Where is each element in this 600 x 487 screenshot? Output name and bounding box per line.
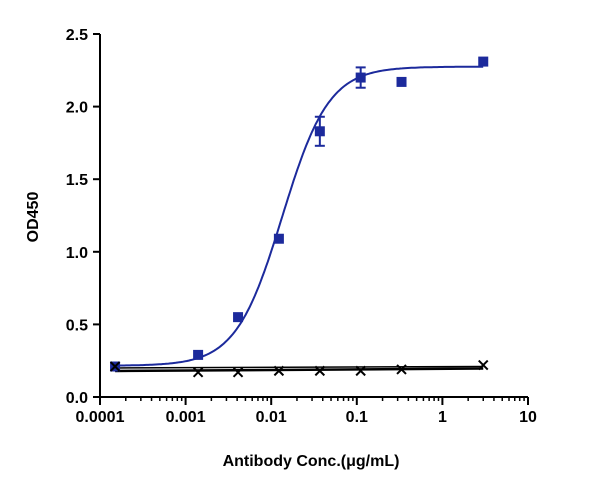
x-tick-label: 0.0001 [76,409,125,426]
cross-marker [314,365,326,377]
y-tick-label: 2.5 [66,27,88,44]
fit-curves [115,65,484,373]
x-axis-title: Antibody Conc.(μg/mL) [223,453,400,470]
cross-marker [109,361,121,372]
square-marker [396,76,407,87]
series-2-secondary-line [115,365,484,369]
x-tick-label: 1 [438,409,447,426]
y-tick-label: 0.0 [66,390,88,407]
cross-marker [273,365,285,377]
y-axis-title: OD450 [25,192,42,243]
x-tick-label: 0.001 [166,409,206,426]
cross-marker [232,367,244,378]
square-marker [355,72,366,83]
square-marker [193,349,204,360]
x-tick-label: 10 [519,409,537,426]
y-tick-label: 0.5 [66,317,88,334]
square-marker [314,126,325,137]
series-1-fit-curve [115,65,484,367]
cross-marker [396,364,407,375]
x-tick-label: 0.1 [346,409,368,426]
cross-marker [355,365,366,377]
axes: 0.0 0.5 1.0 1.5 2.0 2.5 0.0001 0.001 0.01 0.1 1 10 [66,27,537,426]
x-tick-label: 0.01 [256,409,287,426]
cross-marker [478,359,489,371]
cross-marker [192,367,204,378]
series-2-fit-line [115,367,484,373]
square-marker [273,233,284,244]
square-marker [478,56,489,67]
data-markers [109,56,489,378]
y-tick-label: 1.5 [66,172,88,189]
y-tick-label: 1.0 [66,245,88,262]
square-marker [233,312,244,323]
y-tick-label: 2.0 [66,100,88,117]
